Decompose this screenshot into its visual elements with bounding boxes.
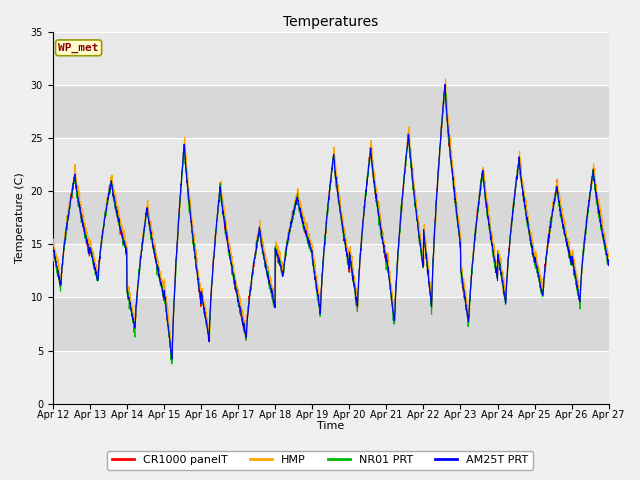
Bar [52,138,609,191]
HMP [359,219,367,225]
HMP [442,76,449,82]
NR01 PRT [347,263,355,269]
Bar [52,244,609,298]
AM25T PRT [493,272,500,277]
AM25T PRT [605,263,612,268]
Bar [52,32,609,85]
AM25T PRT [347,259,355,265]
HMP [204,324,212,330]
HMP [556,198,564,204]
CR1000 panelT [359,218,367,224]
CR1000 panelT [493,273,500,279]
NR01 PRT [204,328,212,334]
CR1000 panelT [347,259,355,264]
HMP [605,251,612,257]
CR1000 panelT [572,273,579,278]
Text: WP_met: WP_met [58,43,99,53]
AM25T PRT [204,331,212,337]
HMP [572,264,579,270]
NR01 PRT [168,361,176,367]
HMP [493,265,500,271]
X-axis label: Time: Time [317,421,344,432]
NR01 PRT [605,262,612,268]
Bar [52,191,609,244]
CR1000 panelT [441,84,449,90]
Line: CR1000 panelT: CR1000 panelT [52,87,609,360]
Y-axis label: Temperature (C): Temperature (C) [15,172,25,263]
Bar [52,350,609,404]
AM25T PRT [556,208,564,214]
Title: Temperatures: Temperatures [283,15,378,29]
Line: AM25T PRT: AM25T PRT [52,84,609,359]
CR1000 panelT [556,204,564,210]
Legend: CR1000 panelT, HMP, NR01 PRT, AM25T PRT: CR1000 panelT, HMP, NR01 PRT, AM25T PRT [107,451,533,469]
NR01 PRT [556,207,564,213]
HMP [169,353,177,359]
AM25T PRT [168,356,176,362]
NR01 PRT [572,268,579,274]
AM25T PRT [359,217,367,223]
AM25T PRT [49,243,56,249]
NR01 PRT [442,87,449,93]
NR01 PRT [493,272,500,277]
Line: HMP: HMP [52,79,609,356]
CR1000 panelT [168,357,176,362]
CR1000 panelT [204,327,212,333]
AM25T PRT [572,275,579,280]
Line: NR01 PRT: NR01 PRT [52,90,609,364]
HMP [347,252,355,258]
NR01 PRT [49,245,56,251]
NR01 PRT [359,221,367,227]
Bar [52,85,609,138]
CR1000 panelT [49,243,56,249]
AM25T PRT [441,82,449,87]
Bar [52,298,609,350]
CR1000 panelT [605,261,612,266]
HMP [49,251,56,257]
